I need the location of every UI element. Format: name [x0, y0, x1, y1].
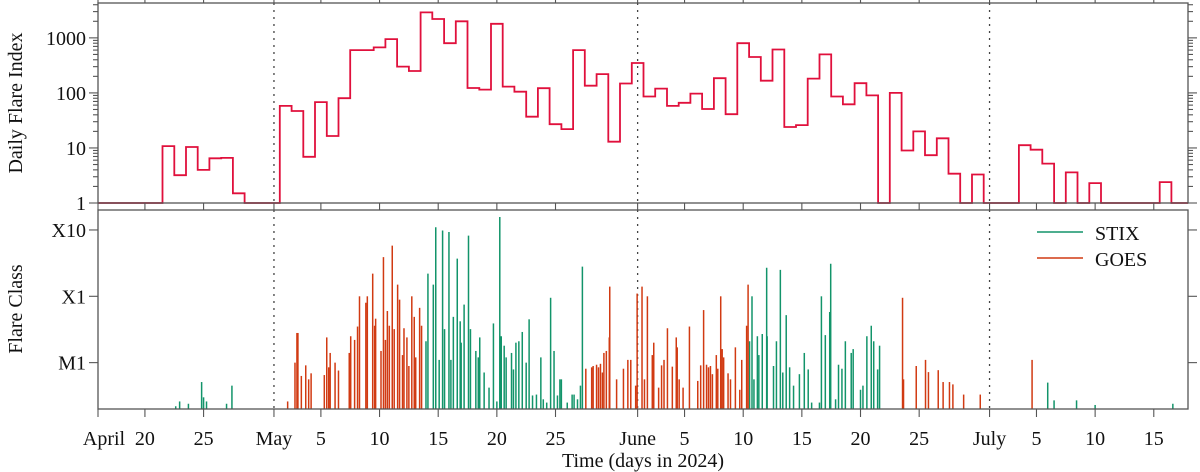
x-tick-label: 25 [546, 428, 566, 450]
top-panel-frame [97, 2, 1189, 204]
x-tick-label: 10 [1085, 428, 1105, 450]
x-tick-label: 20 [487, 428, 507, 450]
x-tick-label: 15 [1144, 428, 1164, 450]
y-tick-label: X10 [52, 220, 86, 242]
x-tick-label: May [256, 428, 293, 450]
x-tick-label: April [83, 428, 126, 450]
time-axis: April 20 25 May 5 10 15 20 25 June 5 10 15 20 25 July 5 1… [83, 0, 1164, 450]
flare-index-step-line [98, 11, 1188, 204]
y-tick-label: 1 [76, 193, 86, 215]
y-tick-label: M1 [58, 353, 86, 375]
legend-goes-label: GOES [1095, 249, 1147, 271]
legend: STIX GOES [1037, 223, 1147, 271]
x-tick-label: 25 [909, 428, 929, 450]
x-tick-label: 5 [316, 428, 326, 450]
y-tick-label: 100 [56, 83, 86, 105]
xaxis-label: Time (days in 2024) [562, 450, 724, 472]
x-tick-label: 20 [135, 428, 155, 450]
x-tick-label: June [619, 428, 656, 450]
x-tick-label: 5 [680, 428, 690, 450]
x-tick-label: July [973, 428, 1006, 450]
x-tick-label: 10 [733, 428, 753, 450]
flare-class-panel: M1 X1 X10 [52, 209, 1197, 410]
y-tick-label: X1 [62, 286, 86, 308]
x-tick-label: 25 [194, 428, 214, 450]
top-ylabel: Daily Flare Index [5, 32, 27, 173]
daily-flare-index-panel: 1 10 100 1000 [46, 2, 1197, 215]
x-tick-label: 15 [792, 428, 812, 450]
x-tick-label: 10 [370, 428, 390, 450]
bottom-panel-frame [97, 209, 1189, 410]
x-tick-label: 5 [1031, 428, 1041, 450]
bottom-ylabel: Flare Class [5, 264, 27, 354]
y-tick-label: 1000 [46, 28, 86, 50]
legend-stix-label: STIX [1095, 223, 1140, 245]
y-tick-label: 10 [66, 138, 86, 160]
x-tick-label: 20 [851, 428, 871, 450]
x-tick-label: 15 [428, 428, 448, 450]
